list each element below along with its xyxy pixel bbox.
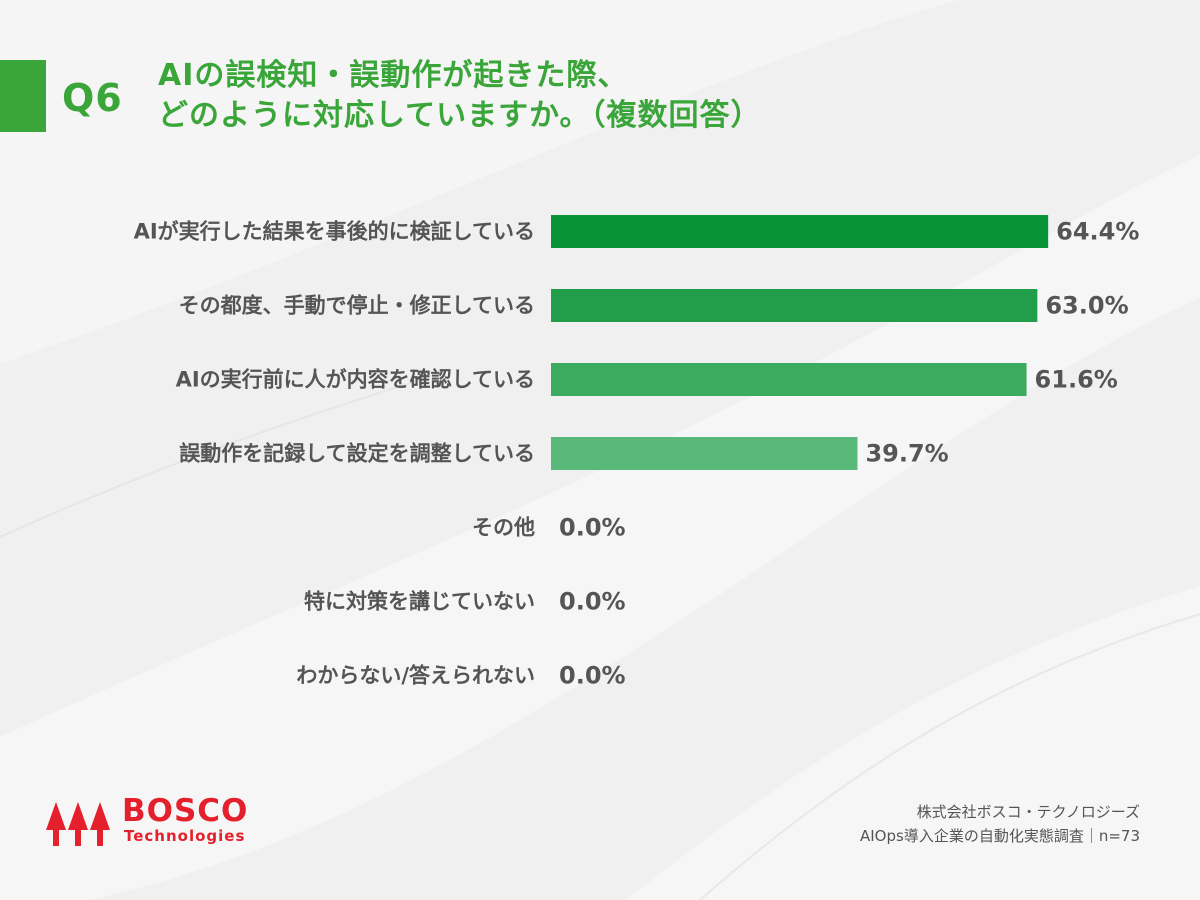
bosco-tree-icon	[46, 802, 110, 846]
value-label: 0.0%	[559, 662, 626, 690]
logo-trunk-2	[75, 828, 81, 846]
bosco-logo: BOSCO Technologies	[46, 793, 286, 856]
question-title-line-1: AIの誤検知・誤動作が起きた際、	[158, 58, 629, 93]
bar	[551, 215, 1049, 248]
bar	[551, 363, 1027, 396]
question-title: AIの誤検知・誤動作が起きた際、 どのように対応していますか。（複数回答）	[158, 56, 918, 136]
question-title-line-2: どのように対応していますか。（複数回答）	[158, 98, 762, 133]
logo-trunk-3	[97, 828, 103, 846]
value-label: 64.4%	[1056, 218, 1139, 246]
category-label: 誤動作を記録して設定を調整している	[179, 442, 535, 466]
bar-chart: AIが実行した結果を事後的に検証している 64.4% その都度、手動で停止・修正して…	[134, 215, 1139, 690]
question-accent-block	[0, 60, 46, 132]
logo-tree-3	[90, 802, 110, 830]
value-label: 0.0%	[559, 514, 626, 542]
footer-company: 株式会社ボスコ・テクノロジーズ	[916, 803, 1140, 821]
bar	[551, 437, 858, 470]
value-label: 0.0%	[559, 588, 626, 616]
logo-trunk-1	[53, 828, 59, 846]
category-label: AIが実行した結果を事後的に検証している	[134, 220, 535, 244]
footer-survey: AIOps導入企業の自動化実態調査｜n=73	[860, 827, 1140, 845]
footer-credit: 株式会社ボスコ・テクノロジーズ AIOps導入企業の自動化実態調査｜n=73	[860, 800, 1140, 848]
category-label: わからない/答えられない	[296, 664, 535, 688]
logo-name: BOSCO	[122, 793, 249, 829]
value-label: 39.7%	[865, 440, 948, 468]
category-label: AIの実行前に人が内容を確認している	[176, 368, 535, 392]
category-label: その都度、手動で停止・修正している	[179, 294, 535, 318]
category-label: その他	[472, 516, 535, 540]
value-label: 63.0%	[1045, 292, 1128, 320]
value-label: 61.6%	[1035, 366, 1118, 394]
logo-subtitle: Technologies	[124, 827, 246, 845]
category-label: 特に対策を講じていない	[304, 590, 535, 614]
logo-tree-2	[68, 802, 88, 830]
logo-tree-1	[46, 802, 66, 830]
question-number: Q6	[62, 76, 123, 120]
bar	[551, 289, 1038, 322]
